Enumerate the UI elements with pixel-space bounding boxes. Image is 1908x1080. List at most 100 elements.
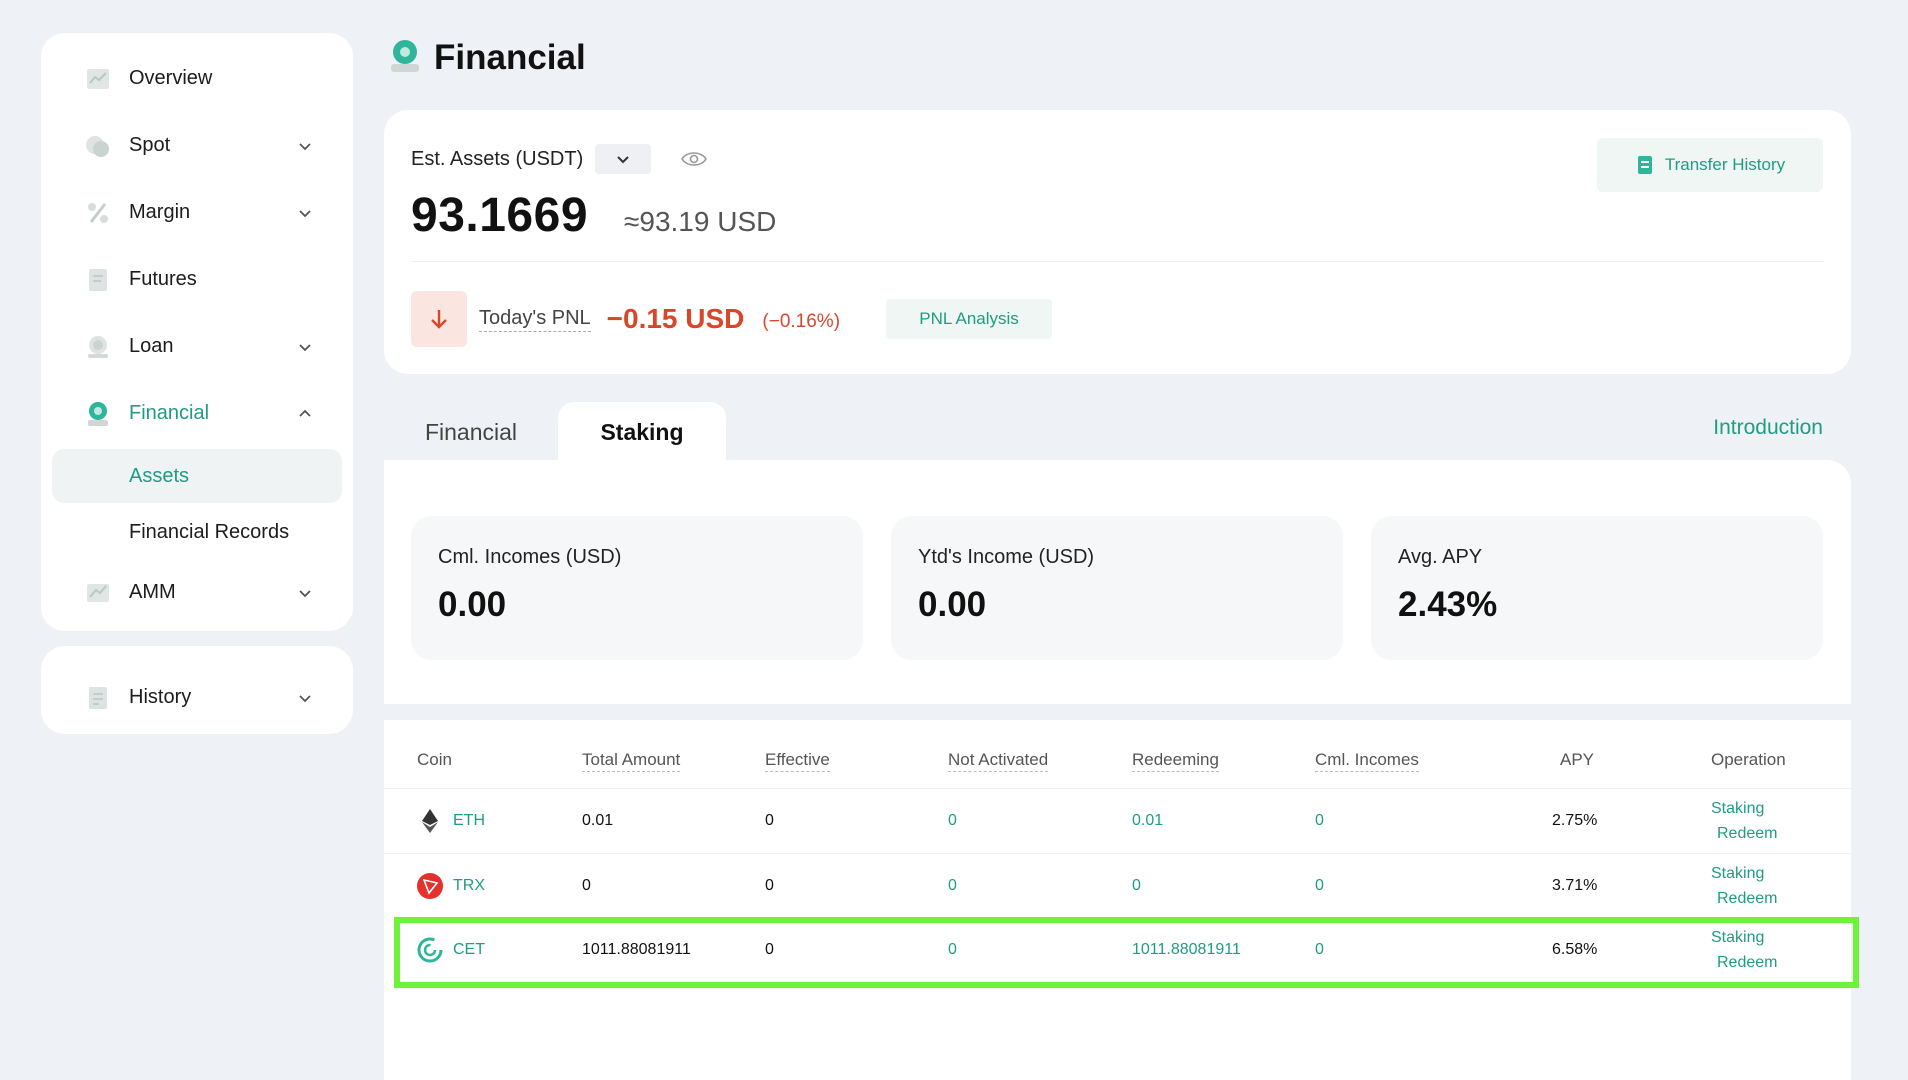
sidebar-item-spot[interactable]: Spot	[41, 112, 353, 179]
staking-table: Coin Total Amount Effective Not Activate…	[384, 720, 1851, 1080]
transfer-history-label: Transfer History	[1664, 155, 1786, 174]
sidebar-subitem-label: Financial Records	[129, 520, 290, 543]
sidebar: Overview Spot Margin Futures Loan Financ…	[41, 33, 353, 631]
loan-icon	[83, 332, 113, 362]
chevron-down-icon	[617, 156, 629, 164]
column-header[interactable]: Total Amount	[582, 750, 681, 772]
tab-financial[interactable]: Financial	[424, 418, 518, 445]
column-header[interactable]: Cml. Incomes	[1315, 750, 1419, 772]
chevron-up-icon	[299, 409, 311, 417]
stat-value: 0.00	[918, 585, 987, 624]
column-header[interactable]: Not Activated	[948, 750, 1049, 772]
stat-card-avg-apy: Avg. APY 2.43%	[1371, 516, 1823, 660]
coin-cell[interactable]: ETH	[417, 808, 485, 834]
pnl-analysis-button[interactable]: PNL Analysis	[886, 299, 1053, 339]
chevron-down-icon	[299, 343, 311, 351]
history-icon	[83, 683, 113, 713]
sidebar-item-label: Futures	[129, 268, 197, 290]
redeeming-cell[interactable]: 1011.88081911	[1132, 941, 1241, 958]
stat-label: Cml. Incomes (USD)	[438, 546, 622, 568]
coin-name: ETH	[453, 811, 485, 829]
effective-cell: 0	[765, 876, 774, 894]
stat-label: Avg. APY	[1398, 546, 1483, 568]
redeem-link[interactable]: Redeem	[1717, 954, 1778, 971]
est-assets-label: Est. Assets (USDT)	[411, 147, 584, 170]
stat-label: Ytd's Income (USD)	[918, 546, 1095, 568]
operation-cell: Staking Redeem	[1711, 796, 1777, 846]
total-assets-usd: ≈93.19 USD	[624, 206, 777, 237]
chart-icon	[83, 64, 113, 94]
coin-name: CET	[453, 941, 485, 958]
staking-stats-panel: Cml. Incomes (USD) 0.00 Ytd's Income (US…	[384, 460, 1851, 704]
todays-pnl-percent: (−0.16%)	[762, 311, 841, 332]
column-header[interactable]: Redeeming	[1132, 750, 1219, 772]
introduction-link[interactable]: Introduction	[1713, 416, 1823, 439]
assets-card: Est. Assets (USDT) 93.1669 ≈93.19 USD To…	[384, 110, 1851, 374]
sidebar-item-margin[interactable]: Margin	[41, 179, 353, 246]
redeem-link[interactable]: Redeem	[1717, 824, 1778, 842]
table-row: TRX 0 0 0 0 0 3.71% Staking Redeem	[384, 853, 1851, 917]
coin-cell[interactable]: TRX	[417, 872, 485, 899]
staking-link[interactable]: Staking	[1711, 799, 1765, 817]
transfer-history-button[interactable]: Transfer History	[1597, 138, 1823, 192]
not-activated-cell[interactable]: 0	[948, 876, 957, 894]
trx-icon	[417, 872, 443, 899]
sidebar-item-history[interactable]: History	[41, 664, 353, 731]
sidebar-subitem-financial-records[interactable]: Financial Records	[52, 505, 342, 559]
sidebar-item-overview[interactable]: Overview	[41, 45, 353, 112]
coin-cell[interactable]: CET	[417, 937, 485, 963]
cml-incomes-cell[interactable]: 0	[1315, 811, 1324, 829]
staking-link[interactable]: Staking	[1711, 929, 1765, 946]
staking-link[interactable]: Staking	[1711, 864, 1765, 882]
apy-cell: 6.58%	[1552, 941, 1598, 958]
cml-incomes-cell[interactable]: 0	[1315, 941, 1324, 958]
stat-card-ytd-income: Ytd's Income (USD) 0.00	[891, 516, 1343, 660]
redeem-link[interactable]: Redeem	[1717, 889, 1778, 907]
total-amount-cell: 0	[582, 876, 591, 894]
column-header[interactable]: Effective	[765, 750, 830, 772]
table-header: Coin Total Amount Effective Not Activate…	[384, 750, 1851, 786]
tab-staking[interactable]: Staking	[558, 402, 726, 462]
eye-icon[interactable]	[681, 150, 708, 168]
total-amount-cell: 1011.88081911	[582, 941, 691, 958]
chevron-down-icon	[299, 589, 311, 597]
cml-incomes-cell[interactable]: 0	[1315, 876, 1324, 894]
divider	[411, 261, 1824, 262]
total-assets-value: 93.1669	[411, 189, 589, 242]
redeeming-cell[interactable]: 0.01	[1132, 811, 1164, 829]
operation-cell: Staking Redeem	[1711, 861, 1777, 911]
coins-icon	[83, 131, 113, 161]
transfer-history-icon	[1637, 156, 1652, 174]
pnl-row: Today's PNL −0.15 USD (−0.16%) PNL Analy…	[411, 291, 1053, 347]
column-header: APY	[1560, 750, 1595, 769]
stat-card-cml-incomes: Cml. Incomes (USD) 0.00	[411, 516, 863, 660]
sidebar-history-card: History	[41, 646, 353, 734]
redeeming-cell[interactable]: 0	[1132, 876, 1141, 894]
table-row: CET 1011.88081911 0 0 1011.88081911 0 6.…	[384, 918, 1851, 982]
todays-pnl-label[interactable]: Today's PNL	[479, 307, 591, 332]
down-arrow-icon	[411, 291, 467, 347]
sidebar-item-futures[interactable]: Futures	[41, 246, 353, 313]
chevron-down-icon	[299, 209, 311, 217]
effective-cell: 0	[765, 941, 774, 958]
sidebar-item-loan[interactable]: Loan	[41, 313, 353, 380]
est-assets-row: Est. Assets (USDT)	[411, 144, 708, 174]
sidebar-item-amm[interactable]: AMM	[41, 559, 353, 626]
coin-name: TRX	[453, 876, 485, 894]
column-header: Coin	[417, 750, 452, 769]
not-activated-cell[interactable]: 0	[948, 811, 957, 829]
sidebar-item-label: AMM	[129, 581, 176, 603]
sidebar-item-financial[interactable]: Financial	[41, 380, 353, 447]
operation-cell: Staking Redeem	[1711, 925, 1777, 975]
document-icon	[83, 265, 113, 295]
chevron-down-icon	[299, 694, 311, 702]
sidebar-subitem-assets[interactable]: Assets	[52, 449, 342, 503]
sidebar-subitem-label: Assets	[129, 464, 190, 487]
financial-icon	[388, 38, 422, 79]
eth-icon	[417, 808, 443, 834]
stat-value: 2.43%	[1398, 585, 1498, 624]
not-activated-cell[interactable]: 0	[948, 941, 957, 958]
currency-dropdown[interactable]	[595, 144, 652, 174]
column-header: Operation	[1711, 750, 1786, 769]
page-header: Financial	[388, 36, 586, 80]
